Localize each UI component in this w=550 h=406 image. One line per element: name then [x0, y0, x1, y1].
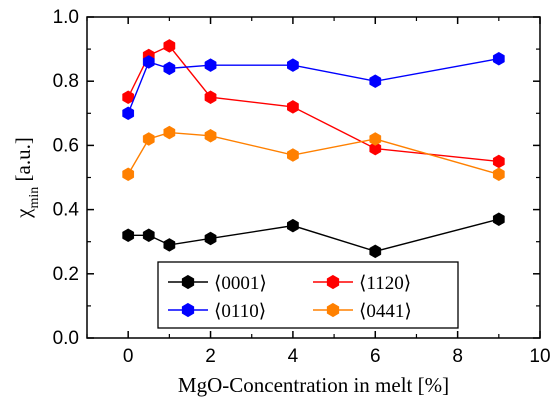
y-tick-label: 0.4 [53, 200, 80, 221]
series-line [127, 45, 499, 163]
data-point [122, 106, 135, 121]
x-tick-label: 8 [452, 346, 463, 367]
legend: ⟨0001⟩ ⟨1120⟩ ⟨0110⟩ ⟨0441⟩ [157, 261, 459, 329]
data-point [492, 167, 505, 182]
data-point [287, 58, 299, 72]
legend-marker [181, 274, 195, 290]
data-point [369, 244, 382, 259]
data-point [142, 228, 155, 243]
x-tick-label: 10 [529, 346, 550, 367]
data-point [287, 148, 299, 162]
data-point [122, 228, 135, 243]
legend-label: ⟨0110⟩ [214, 301, 266, 322]
data-point [492, 212, 505, 227]
data-point [287, 218, 299, 233]
series-0 [122, 212, 505, 259]
y-tick-label: 0.2 [53, 264, 79, 285]
y-axis-title-unit: [a.u.] [11, 137, 35, 187]
x-tick-label: 0 [123, 346, 134, 367]
legend-entry: ⟨0441⟩ [313, 301, 412, 322]
data-point [369, 141, 382, 156]
y-tick-label: 0.0 [53, 328, 79, 349]
legend-marker [326, 302, 340, 318]
data-point [492, 154, 505, 169]
data-point [369, 74, 382, 88]
data-point [204, 128, 217, 143]
y-tick-label: 1.0 [53, 7, 79, 28]
legend-label: ⟨0001⟩ [214, 273, 267, 294]
series-1 [122, 39, 505, 169]
data-point [122, 90, 135, 105]
y-axis-title-symbol: χ [11, 208, 35, 219]
x-tick-label: 2 [205, 346, 216, 367]
y-axis-title: χmin [a.u.] [11, 137, 42, 219]
legend-label: ⟨1120⟩ [359, 273, 411, 294]
x-tick-label: 4 [288, 346, 299, 367]
series-2 [122, 51, 505, 121]
data-point [204, 58, 217, 72]
series-line [127, 131, 500, 175]
data-point [204, 231, 217, 246]
y-axis-title-subscript: min [27, 187, 42, 209]
legend-entry: ⟨0110⟩ [168, 301, 266, 322]
legend-entry: ⟨0001⟩ [168, 273, 267, 294]
series-3 [122, 125, 505, 182]
data-point [492, 51, 505, 66]
legend-entry: ⟨1120⟩ [313, 273, 411, 294]
legend-marker [181, 302, 195, 318]
data-point [369, 132, 382, 146]
data-point [163, 39, 176, 53]
legend-marker [326, 274, 340, 290]
x-axis-title: MgO-Concentration in melt [%] [178, 373, 449, 397]
series-layer [122, 39, 505, 259]
series-line [127, 58, 499, 114]
x-tick-label: 6 [370, 346, 381, 367]
series-line [128, 218, 499, 253]
data-point [142, 132, 155, 146]
data-point [122, 167, 135, 182]
data-point [142, 55, 155, 69]
legend-label: ⟨0441⟩ [359, 301, 412, 322]
legend-box [157, 261, 459, 329]
data-point [204, 90, 217, 105]
data-point [163, 125, 176, 140]
y-tick-label: 0.6 [53, 135, 79, 156]
y-tick-label: 0.8 [53, 71, 79, 92]
axes: 0 2 4 6 8 10 0.0 0.2 0.4 0.6 0.8 1.0 [53, 7, 550, 367]
data-point [163, 61, 176, 76]
data-point [163, 238, 176, 252]
data-point [287, 100, 299, 114]
